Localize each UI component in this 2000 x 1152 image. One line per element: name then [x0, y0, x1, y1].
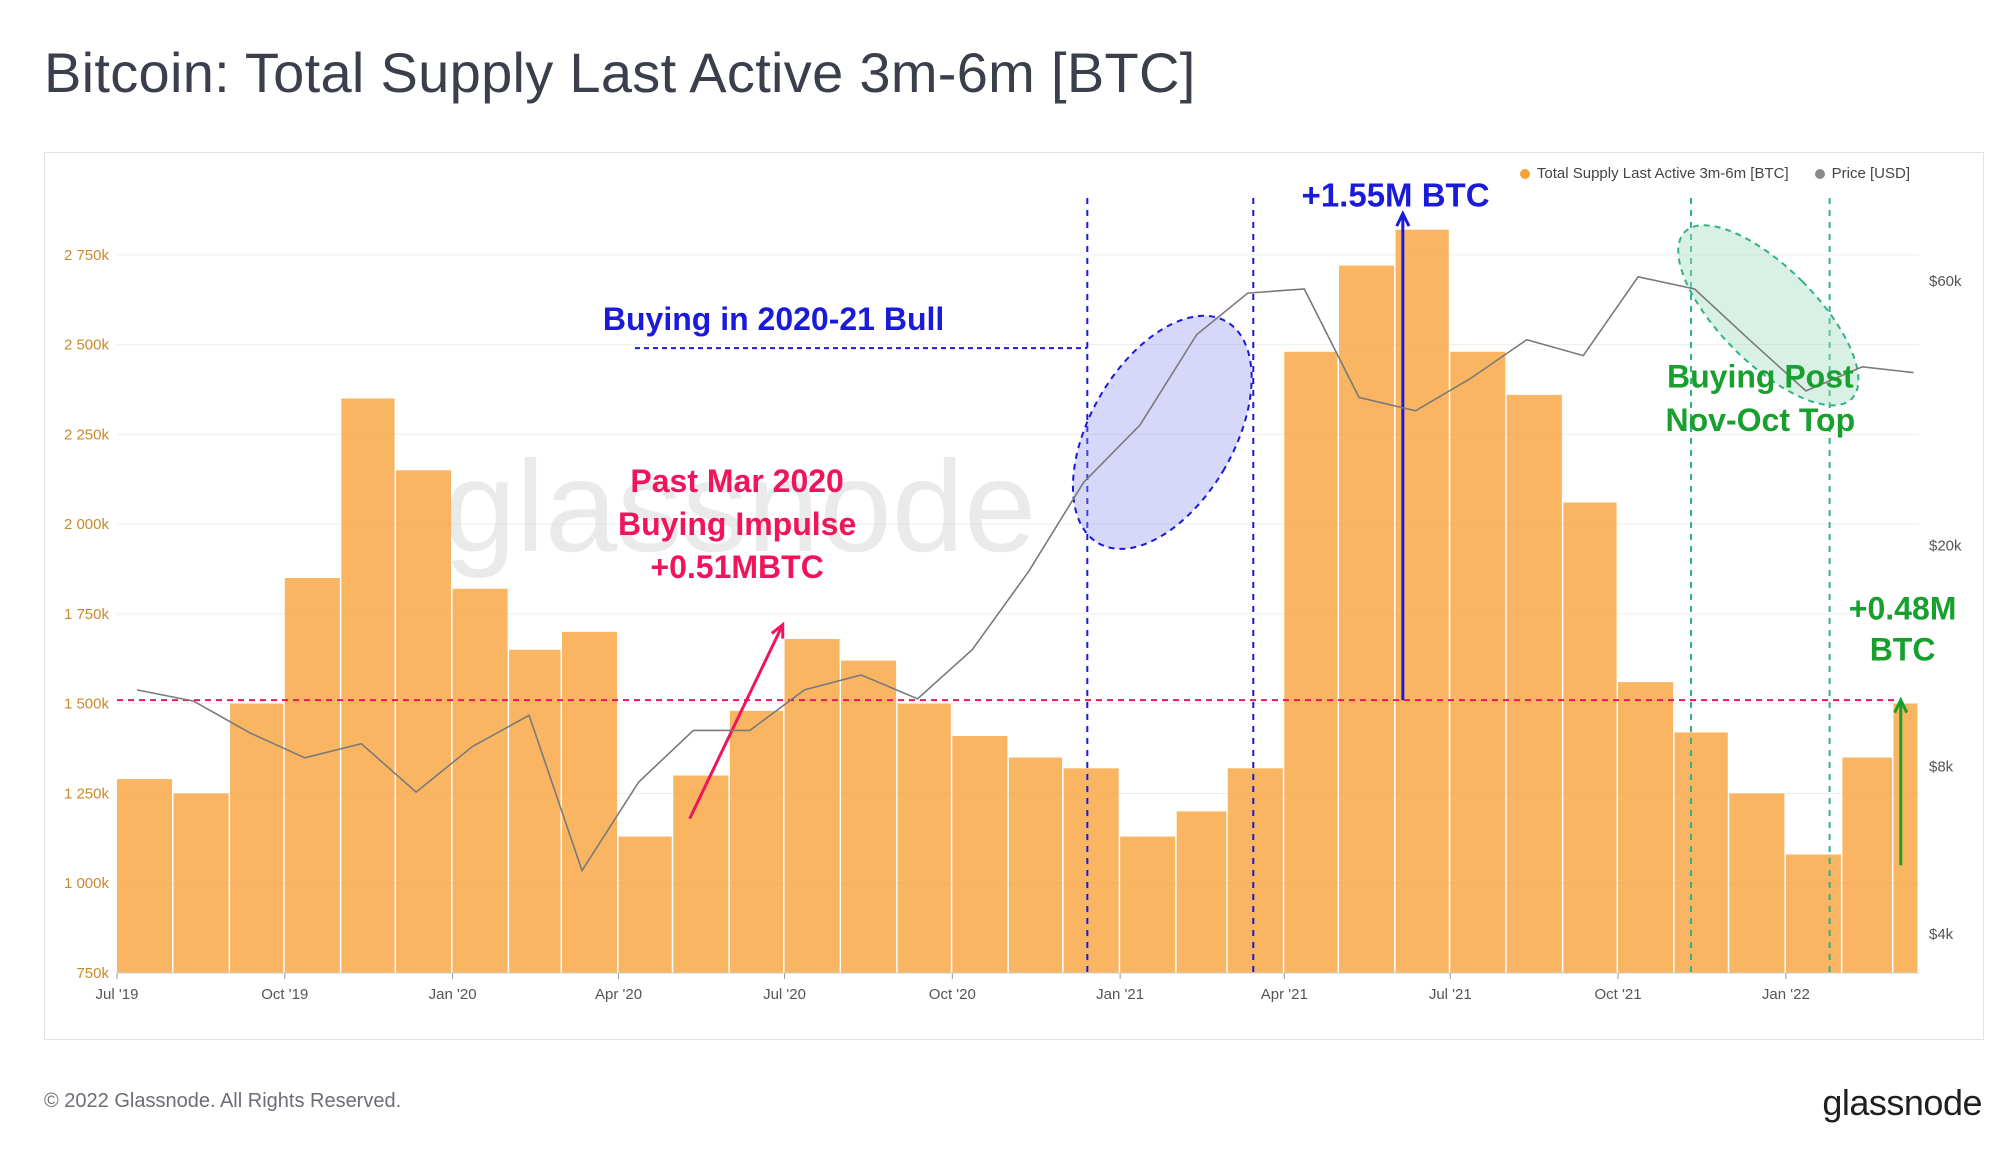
- impulse-label-2: Buying Impulse: [618, 506, 856, 542]
- y-right-tick-label: $4k: [1929, 926, 1954, 943]
- bull-label: Buying in 2020-21 Bull: [603, 301, 944, 337]
- recent-label-2: BTC: [1870, 632, 1936, 668]
- x-tick-label: Oct '21: [1595, 986, 1642, 1003]
- supply-bar: [1176, 811, 1227, 973]
- supply-bar: [1284, 351, 1338, 973]
- y-left-tick-label: 2 500k: [64, 337, 110, 354]
- footer-logo: glassnode: [1822, 1082, 1982, 1123]
- impulse-arrow-head: [770, 621, 785, 639]
- supply-bar: [1785, 854, 1841, 973]
- x-tick-label: Jul '21: [1429, 986, 1472, 1003]
- annotation-labels: Buying in 2020-21 Bull Past Mar 2020 Buyin…: [603, 176, 1957, 667]
- post-top-ellipse: [1677, 224, 1860, 407]
- recent-arrow-head: [1893, 696, 1909, 714]
- peak-arrow-head: [1395, 210, 1411, 227]
- legend-item-supply[interactable]: Total Supply Last Active 3m-6m [BTC]: [1519, 165, 1789, 182]
- supply-bar: [1227, 768, 1283, 973]
- y-right-tick-label: $60k: [1929, 273, 1962, 290]
- supply-bar: [452, 588, 508, 973]
- supply-bar: [618, 836, 672, 973]
- footer-copyright: © 2022 Glassnode. All Rights Reserved.: [44, 1090, 402, 1112]
- y-right-tick-label: $20k: [1929, 538, 1962, 555]
- x-tick-label: Jan '20: [429, 986, 477, 1003]
- x-tick-label: Jul '20: [763, 986, 806, 1003]
- x-tick-label: Apr '21: [1261, 986, 1308, 1003]
- legend-label-price: Price [USD]: [1831, 165, 1910, 182]
- page-title: Bitcoin: Total Supply Last Active 3m-6m …: [44, 41, 1196, 104]
- supply-bar: [841, 660, 897, 973]
- impulse-label-3: +0.51MBTC: [650, 549, 823, 585]
- chart-panel: glassnode 750k 1 000k 1 250k 1 500k 1 750k 2 …: [44, 152, 1984, 1040]
- x-tick-label: Jul '19: [96, 986, 139, 1003]
- supply-bar: [284, 578, 340, 973]
- x-tick-label: Oct '19: [261, 986, 308, 1003]
- x-tick-label: Oct '20: [929, 986, 976, 1003]
- supply-bar: [1008, 757, 1063, 973]
- y-left-tick-label: 1 000k: [64, 875, 110, 892]
- supply-bar: [729, 710, 784, 973]
- supply-bar: [509, 649, 561, 973]
- supply-bar: [1450, 351, 1506, 973]
- price-line: [136, 275, 1914, 873]
- supply-bar: [1563, 502, 1617, 973]
- impulse-arrow: [688, 624, 785, 820]
- supply-bar: [1729, 793, 1785, 973]
- supply-bar: [1339, 265, 1395, 973]
- supply-bar: [1506, 394, 1562, 973]
- supply-bar: [173, 793, 229, 973]
- supply-bar: [1842, 757, 1892, 973]
- supply-bar: [1893, 703, 1918, 973]
- supply-bar: [1674, 732, 1728, 973]
- supply-bar: [396, 470, 452, 973]
- supply-bar: [1618, 682, 1674, 973]
- legend-item-price[interactable]: Price [USD]: [1814, 165, 1910, 182]
- y-left-tick-label: 2 750k: [64, 247, 110, 264]
- supply-bar: [784, 639, 840, 973]
- legend-swatch-price: [1814, 168, 1825, 179]
- post-top-label-1: Buying Post: [1667, 359, 1854, 395]
- x-tick-label: Jan '22: [1762, 986, 1810, 1003]
- supply-bar: [341, 398, 395, 973]
- peak-label: +1.55M BTC: [1302, 176, 1490, 213]
- axes: 750k 1 000k 1 250k 1 500k 1 750k 2 000k 2 250k…: [64, 247, 1962, 1003]
- y-left-tick-label: 750k: [76, 965, 109, 982]
- supply-bar: [562, 631, 618, 973]
- supply-bar: [673, 775, 729, 973]
- supply-bar: [897, 703, 951, 973]
- recent-label-1: +0.48M: [1849, 590, 1957, 626]
- supply-bars: [117, 229, 1918, 973]
- supply-bar: [117, 779, 173, 973]
- post-top-label-2: Nov-Oct Top: [1666, 402, 1856, 438]
- x-tick-label: Apr '20: [595, 986, 642, 1003]
- y-right-tick-label: $8k: [1929, 759, 1954, 776]
- x-tick-label: Jan '21: [1096, 986, 1144, 1003]
- legend: Total Supply Last Active 3m-6m [BTC] Pri…: [1519, 165, 1910, 182]
- supply-bar: [1063, 768, 1119, 973]
- y-left-tick-label: 2 000k: [64, 516, 110, 533]
- supply-bar: [1120, 836, 1176, 973]
- supply-bar: [230, 703, 284, 973]
- watermark: glassnode: [444, 433, 1037, 579]
- y-left-tick-label: 1 750k: [64, 606, 110, 623]
- chart-svg: glassnode 750k 1 000k 1 250k 1 500k 1 750k 2 …: [64, 176, 1962, 1003]
- y-left-tick-label: 1 500k: [64, 696, 110, 713]
- y-left-tick-label: 1 250k: [64, 785, 110, 802]
- bull-ellipse: [1071, 314, 1253, 550]
- legend-label-supply: Total Supply Last Active 3m-6m [BTC]: [1536, 165, 1789, 182]
- impulse-label-1: Past Mar 2020: [630, 463, 843, 499]
- supply-bar: [952, 736, 1008, 973]
- y-left-tick-label: 2 250k: [64, 426, 110, 443]
- legend-swatch-supply: [1519, 168, 1530, 179]
- supply-bar: [1395, 229, 1449, 973]
- annotation-shapes: [117, 198, 1909, 973]
